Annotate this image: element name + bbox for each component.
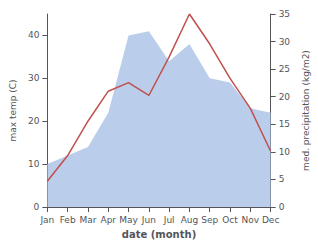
svg-text:May: May [119, 215, 138, 225]
svg-text:30: 30 [279, 37, 291, 47]
svg-text:15: 15 [279, 119, 290, 129]
svg-text:Nov: Nov [242, 215, 260, 225]
svg-text:10: 10 [279, 147, 291, 157]
svg-text:date (month): date (month) [122, 229, 196, 240]
svg-text:0: 0 [34, 202, 40, 212]
svg-text:Sep: Sep [201, 215, 218, 225]
svg-text:Aug: Aug [181, 215, 199, 225]
svg-text:40: 40 [28, 30, 40, 40]
svg-text:10: 10 [28, 159, 40, 169]
svg-text:0: 0 [279, 202, 285, 212]
svg-text:Dec: Dec [262, 215, 279, 225]
svg-text:Mar: Mar [79, 215, 96, 225]
svg-text:20: 20 [279, 92, 291, 102]
svg-text:max temp (C): max temp (C) [8, 79, 18, 141]
svg-text:25: 25 [279, 64, 290, 74]
svg-text:Oct: Oct [222, 215, 238, 225]
svg-text:Jan: Jan [39, 215, 54, 225]
svg-text:20: 20 [28, 116, 40, 126]
svg-text:Apr: Apr [100, 215, 116, 225]
svg-text:Jun: Jun [141, 215, 156, 225]
svg-text:Feb: Feb [60, 215, 76, 225]
svg-text:med. precipitation (kg/m2): med. precipitation (kg/m2) [301, 50, 311, 171]
svg-text:35: 35 [279, 9, 290, 19]
svg-text:Jul: Jul [163, 215, 175, 225]
svg-text:30: 30 [28, 73, 40, 83]
svg-text:5: 5 [279, 174, 285, 184]
